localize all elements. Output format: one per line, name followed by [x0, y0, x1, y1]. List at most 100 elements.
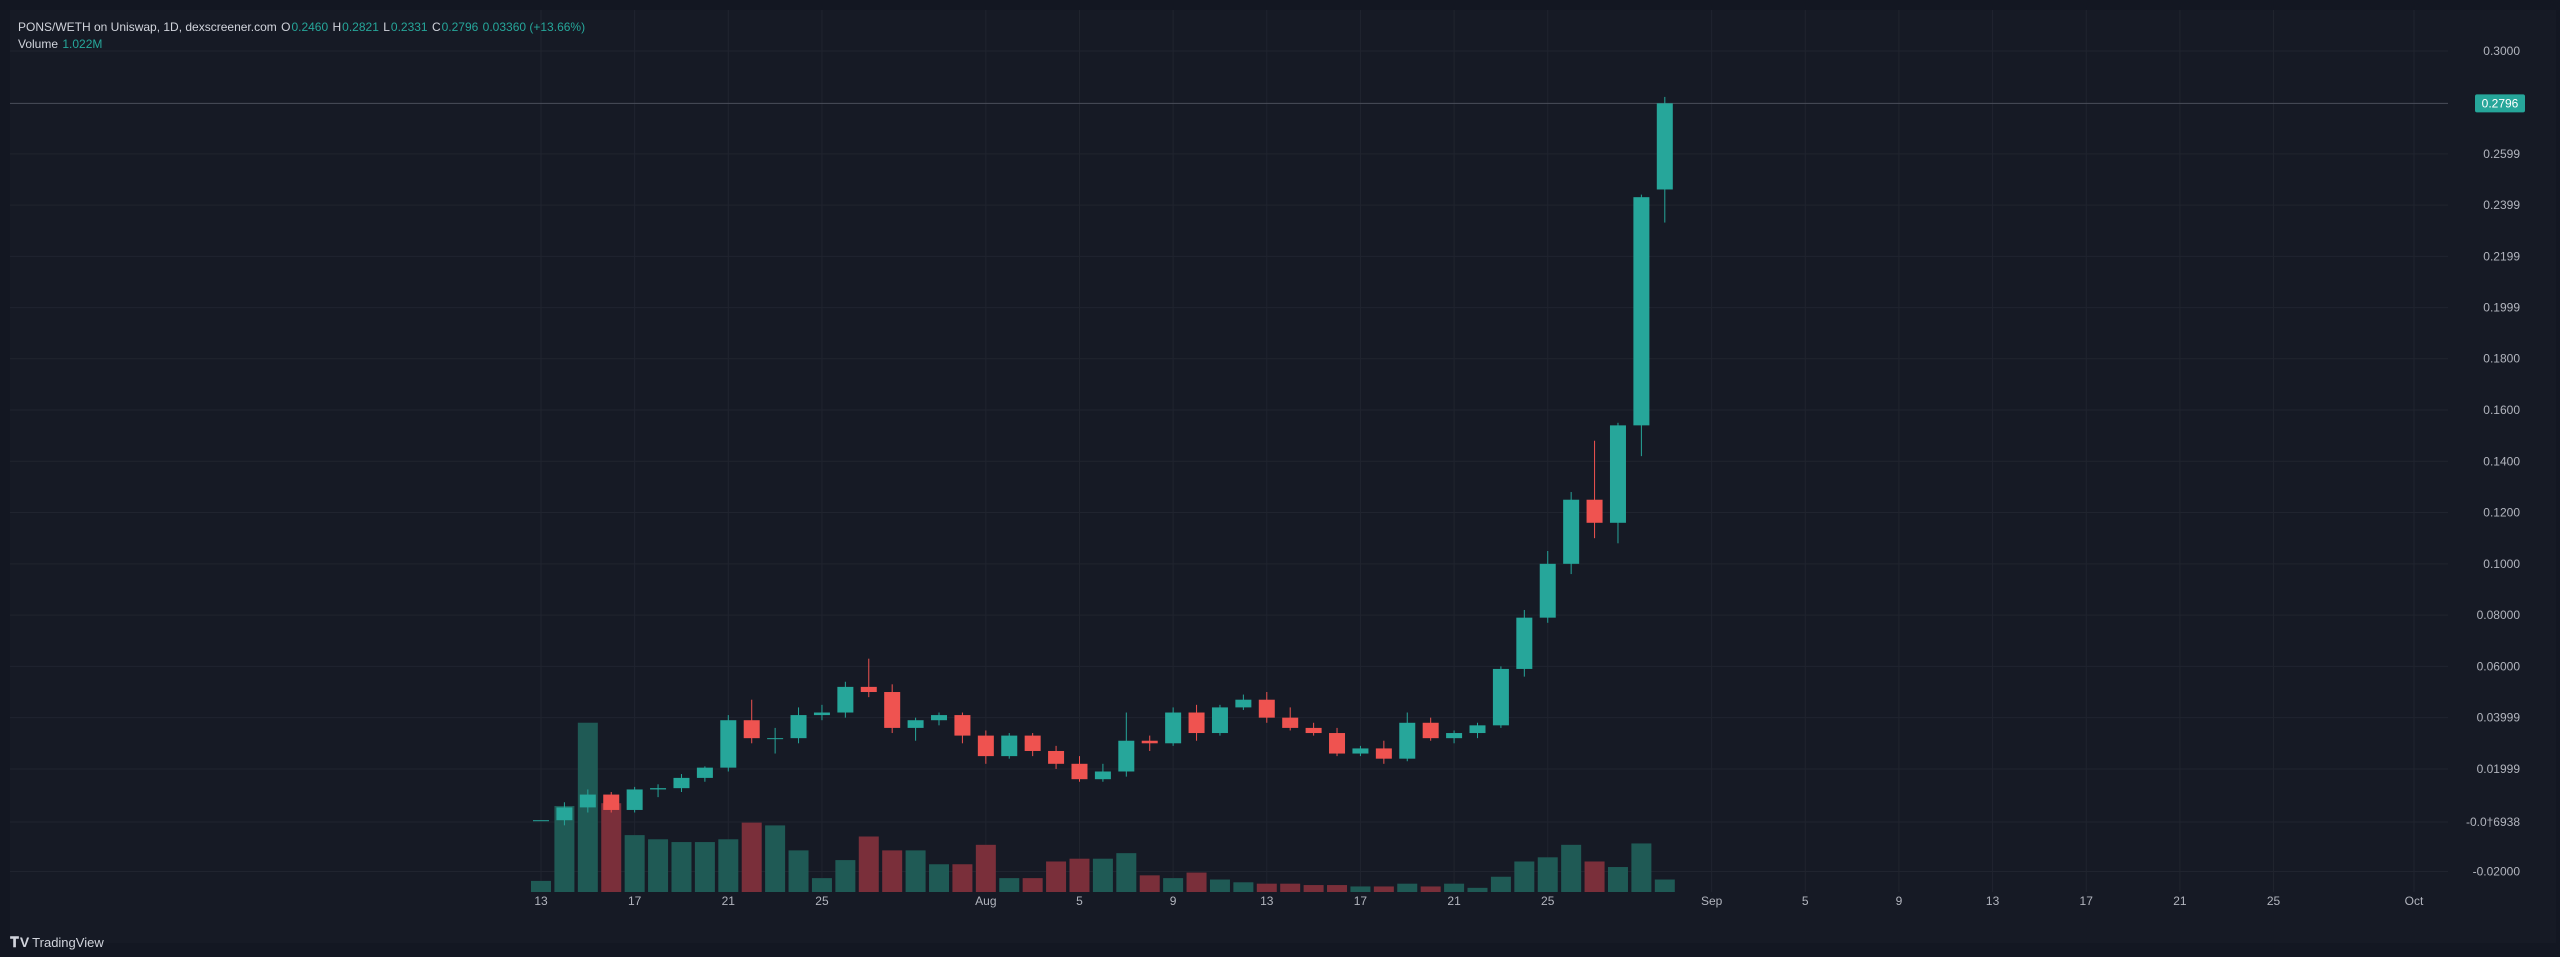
legend-volume: Volume 1.022M [18, 37, 103, 51]
candle-body [1375, 748, 1392, 759]
volume-bar [718, 839, 739, 892]
x-tick-label: 9 [1896, 894, 1903, 908]
candle-body [1094, 771, 1111, 780]
y-tick-label: 0.2199 [2483, 249, 2520, 263]
candle-body [1563, 499, 1580, 564]
tradingview-icon: 𝐓 V [10, 934, 29, 950]
legend-ohlc: PONS/WETH on Uniswap, 1D, dexscreener.co… [18, 20, 586, 34]
volume-bar [1303, 885, 1324, 892]
x-tick-label: 9 [1170, 894, 1177, 908]
candle-body [579, 794, 596, 808]
volume-bar [1444, 883, 1465, 892]
x-tick-label: 25 [1541, 894, 1555, 908]
tradingview-logo[interactable]: 𝐓 V TradingView [10, 934, 104, 951]
volume-bar [671, 842, 692, 892]
close-value: 0.2796 [441, 20, 479, 34]
volume-value: 1.022M [62, 37, 103, 51]
candle-body [556, 807, 573, 821]
candle-body [1633, 197, 1650, 426]
volume-bar [905, 850, 926, 892]
volume-bar [601, 803, 622, 892]
volume-bar [648, 839, 669, 892]
volume-bar [1139, 875, 1160, 892]
high-label: H [332, 20, 342, 34]
volume-bar [1069, 858, 1090, 892]
candle-body [720, 720, 737, 768]
candle-body [907, 720, 924, 728]
axes: 0.3000 0.2599 0.2399 0.2199 0.1999 0.1800 0.16… [534, 44, 2525, 908]
candle-body [673, 777, 690, 789]
y-tick-label: 0.1600 [2483, 403, 2520, 417]
volume-bar [858, 836, 879, 892]
price-tag-label: 0.2796 [2482, 96, 2519, 110]
volume-bar [1092, 858, 1113, 892]
x-tick-label: Oct [2405, 894, 2424, 908]
candle-body [1399, 722, 1416, 759]
y-tick-label: 0.03999 [2477, 711, 2521, 725]
candle-body [1118, 740, 1135, 772]
volume-bar [788, 850, 809, 892]
x-tick-label: Sep [1701, 894, 1723, 908]
candle-body [1492, 668, 1509, 726]
volume-bar [1327, 885, 1348, 892]
grid [10, 10, 2448, 892]
volume-bar [554, 805, 575, 892]
volume-bar [811, 878, 832, 892]
candle-body [1071, 763, 1088, 780]
volume-label: Volume [18, 37, 59, 51]
volume-bar [835, 860, 856, 892]
candle-body [1422, 722, 1439, 739]
x-tick-label: 25 [2267, 894, 2281, 908]
volume-bar [1467, 887, 1488, 892]
y-tick-label: -0.02000 [2473, 864, 2521, 878]
candle-body [1305, 727, 1322, 734]
high-value: 0.2821 [342, 20, 379, 34]
y-tick-label: 0.2399 [2483, 198, 2520, 212]
x-tick-label: 21 [722, 894, 736, 908]
candle-body [954, 715, 971, 736]
candle-body [884, 692, 901, 728]
x-tick-label: 17 [2080, 894, 2094, 908]
volume-bars [531, 722, 1675, 892]
y-tick-label: 0.06000 [2477, 659, 2521, 673]
logo-text: TradingView [32, 935, 104, 950]
volume-bar [1116, 853, 1137, 892]
volume-bar [1233, 882, 1254, 892]
y-tick-label: 0.1200 [2483, 506, 2520, 520]
x-tick-label: 5 [1076, 894, 1083, 908]
y-tick-label: 0.1800 [2483, 352, 2520, 366]
volume-bar [1280, 883, 1301, 892]
volume-bar [1186, 872, 1207, 892]
open-label: O [281, 20, 291, 34]
y-tick-label: -0.0†6938 [2466, 815, 2520, 829]
y-tick-label: 0.2599 [2483, 147, 2520, 161]
candle-body [860, 686, 877, 693]
x-tick-label: 21 [2173, 894, 2187, 908]
y-tick-label: 0.1999 [2483, 301, 2520, 315]
x-tick-label: 13 [534, 894, 548, 908]
chart-frame[interactable] [10, 10, 2556, 943]
volume-bar [531, 880, 551, 892]
candle-body [743, 720, 760, 739]
volume-bar [1350, 886, 1371, 892]
x-tick-label: 13 [1986, 894, 2000, 908]
candle-body [1609, 425, 1626, 523]
y-tick-label: 0.1000 [2483, 557, 2520, 571]
y-tick-label: 0.01999 [2477, 762, 2521, 776]
close-label: C [431, 20, 441, 34]
volume-bar [975, 844, 996, 892]
volume-bar [1607, 867, 1628, 892]
candle-body [813, 712, 830, 716]
x-tick-label: 5 [1802, 894, 1809, 908]
volume-bar [1046, 861, 1067, 892]
volume-bar [1654, 879, 1675, 892]
candle-body [1329, 733, 1346, 754]
volume-bar [1514, 861, 1535, 892]
candle-body [1024, 735, 1041, 751]
candle-body [1258, 699, 1275, 718]
candle-body [1188, 712, 1205, 734]
candle-body [1235, 699, 1252, 708]
candle-body [1352, 748, 1369, 754]
price-tag [2475, 94, 2525, 113]
